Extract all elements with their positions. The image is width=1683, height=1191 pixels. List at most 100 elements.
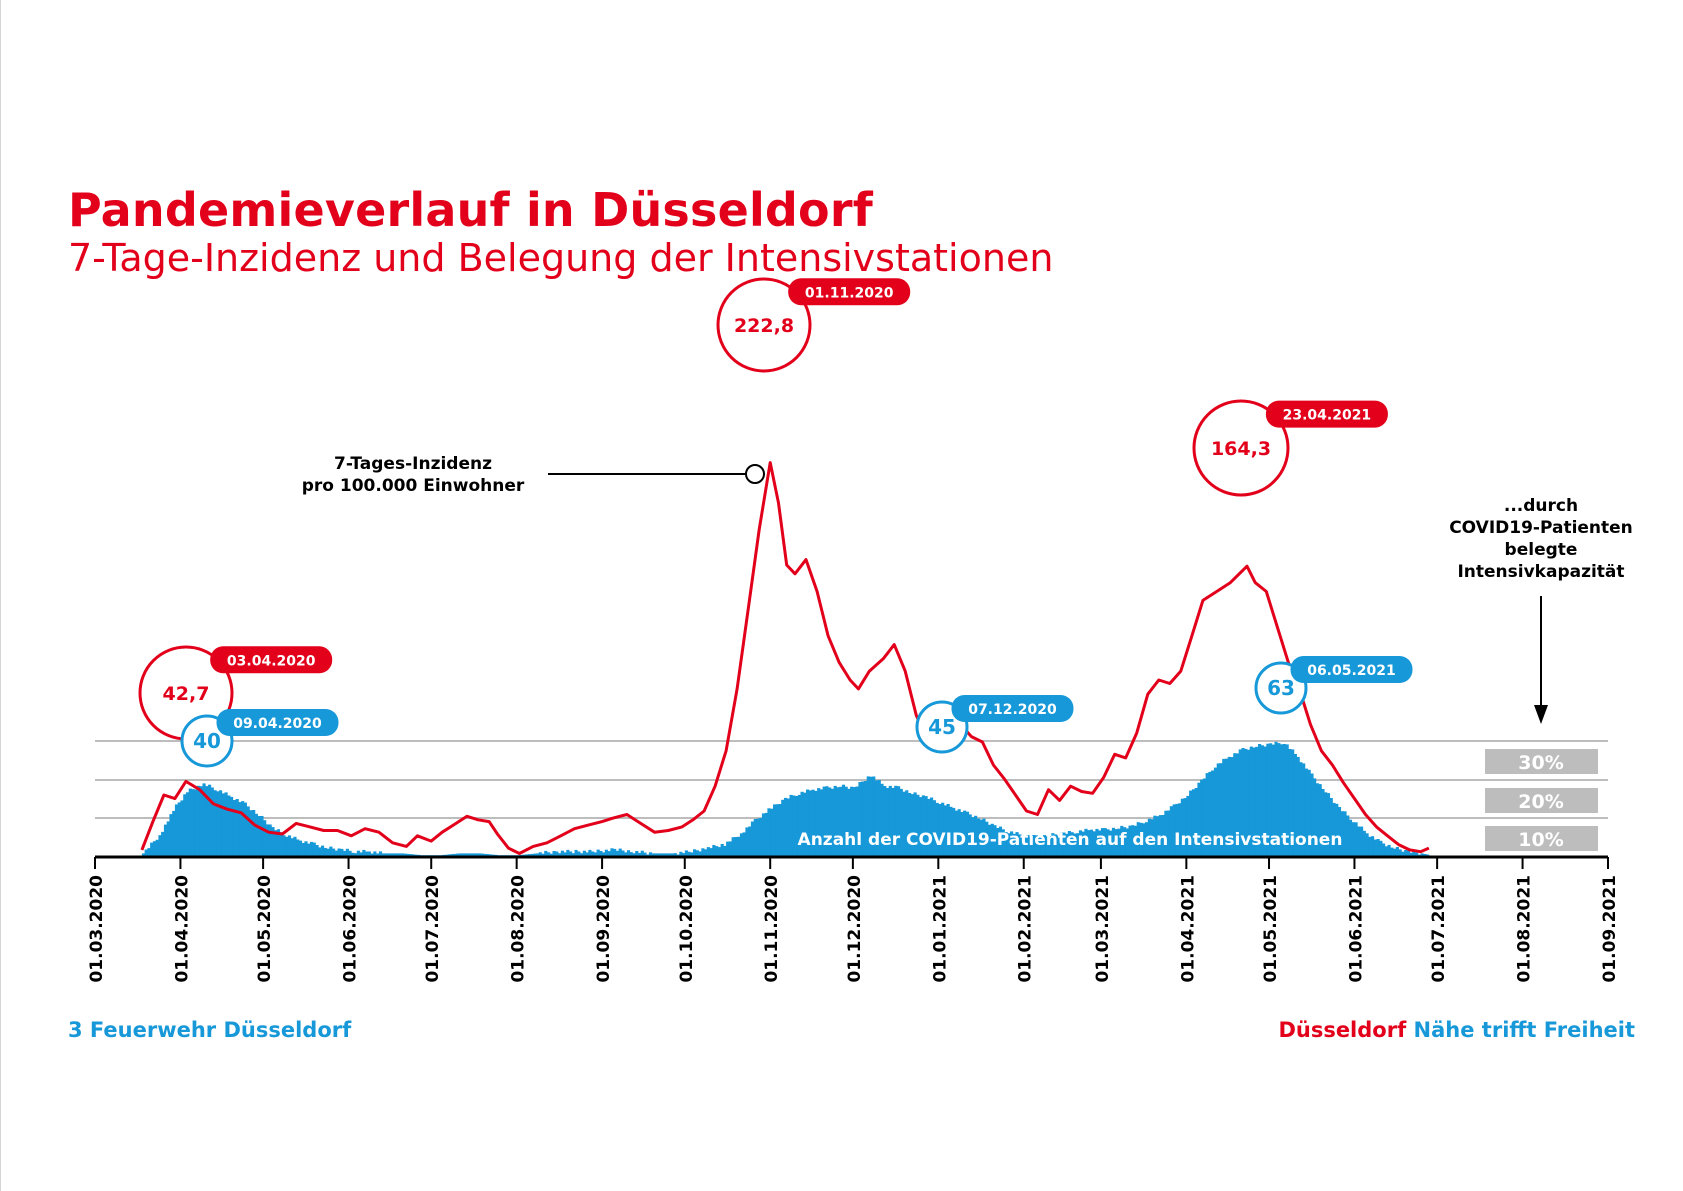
icu-bar xyxy=(1070,832,1074,857)
peak-date: 03.04.2020 xyxy=(227,653,316,669)
icu-bar xyxy=(1106,829,1110,857)
icu-bar xyxy=(389,853,394,857)
icu-bar xyxy=(976,818,981,857)
icu-bar xyxy=(199,786,203,857)
peak-date-pill xyxy=(210,646,333,674)
icu-bar xyxy=(767,808,771,857)
icu-bar xyxy=(188,788,192,857)
icu-bar xyxy=(731,837,735,857)
icu-bar xyxy=(235,799,239,857)
x-tick-label: 01.05.2020 xyxy=(255,875,275,983)
icu-bar xyxy=(249,810,253,857)
icu-bar xyxy=(800,791,804,857)
icu-bar xyxy=(254,813,258,857)
icu-bar xyxy=(770,808,774,857)
icu-bar xyxy=(745,827,749,857)
icu-bar xyxy=(629,852,633,857)
icu-bar xyxy=(965,811,970,857)
icu-bar xyxy=(662,853,666,857)
icu-bar xyxy=(1241,748,1245,857)
icu-bar xyxy=(759,818,763,857)
icu-bar xyxy=(938,804,942,857)
icu-bar xyxy=(185,792,190,857)
icu-bar xyxy=(197,785,201,857)
icu-bar xyxy=(172,810,176,857)
icu-bar xyxy=(1015,832,1019,857)
icu-bar xyxy=(990,823,994,857)
icu-bar xyxy=(916,794,920,857)
page-title: Pandemieverlauf in Düsseldorf xyxy=(68,183,873,237)
icu-bar xyxy=(1269,743,1273,857)
icu-bar xyxy=(1007,833,1011,857)
icu-bar xyxy=(560,850,564,857)
icu-bar xyxy=(1326,793,1331,857)
icu-bar xyxy=(841,784,846,857)
icu-bar xyxy=(734,837,738,857)
icu-bar xyxy=(690,852,694,857)
x-tick-label: 01.09.2021 xyxy=(1600,875,1620,983)
icu-bar xyxy=(1167,810,1171,857)
icu-bar xyxy=(604,849,608,857)
icu-bar xyxy=(395,853,399,857)
icu-bar xyxy=(1004,832,1008,857)
icu-bar xyxy=(1076,833,1080,857)
peak-value: 63 xyxy=(1267,676,1295,700)
icu-bar xyxy=(684,850,688,857)
icu-bar xyxy=(475,853,479,857)
icu-bar xyxy=(243,802,247,857)
icu-bar xyxy=(563,852,567,857)
icu-bar xyxy=(1216,763,1220,857)
icu-bar xyxy=(205,786,209,857)
x-tick-label: 01.08.2020 xyxy=(509,875,529,983)
page-border xyxy=(0,0,1,1191)
icu-bar xyxy=(1142,823,1146,857)
icu-bar xyxy=(1304,768,1308,857)
icu-bar xyxy=(902,791,906,857)
icu-bar xyxy=(850,786,854,857)
icu-bar xyxy=(227,795,231,857)
icu-bar xyxy=(654,853,658,857)
icu-bar xyxy=(1197,782,1201,857)
icu-bar xyxy=(839,786,843,857)
icu-bar xyxy=(1023,837,1027,857)
icu-bar xyxy=(1213,767,1218,857)
icu-bar xyxy=(1271,744,1275,857)
icu-bar xyxy=(637,852,642,857)
icu-bar xyxy=(384,853,388,857)
icu-bar xyxy=(806,789,810,857)
icu-bar xyxy=(847,788,851,858)
icu-bar xyxy=(257,816,261,857)
icu-bar xyxy=(1401,851,1405,857)
icu-bar xyxy=(1032,835,1036,857)
icu-bar xyxy=(1134,825,1138,857)
icu-bar xyxy=(701,848,705,857)
icu-bar xyxy=(478,853,482,857)
icu-bar xyxy=(163,824,168,857)
icu-bar xyxy=(899,788,903,857)
icu-bar xyxy=(852,787,857,857)
icu-bar xyxy=(293,836,297,857)
icu-bar xyxy=(544,850,548,857)
icu-bar xyxy=(183,794,187,857)
brand-word-naehe: Nähe xyxy=(1413,1018,1475,1042)
x-tick-label: 01.02.2021 xyxy=(1016,875,1036,983)
icu-bar xyxy=(370,853,374,857)
icu-bar xyxy=(276,829,281,857)
icu-bar xyxy=(400,853,405,857)
icu-bar xyxy=(618,848,622,857)
icu-bar xyxy=(1001,829,1005,857)
icu-bar xyxy=(577,851,581,857)
icu-bar xyxy=(1280,744,1284,857)
icu-bar xyxy=(194,789,198,857)
icu-bar xyxy=(224,792,228,857)
icu-bar xyxy=(1233,753,1237,857)
icu-bar xyxy=(1348,819,1353,857)
icu-bar xyxy=(301,843,305,857)
icu-bar xyxy=(152,841,157,857)
icu-bar xyxy=(1255,746,1259,857)
peak-circle xyxy=(716,277,812,373)
peak-date-pill xyxy=(1265,400,1388,428)
x-tick-label: 01.06.2021 xyxy=(1346,875,1366,983)
icu-bar xyxy=(910,794,914,857)
icu-bar xyxy=(1351,822,1355,857)
